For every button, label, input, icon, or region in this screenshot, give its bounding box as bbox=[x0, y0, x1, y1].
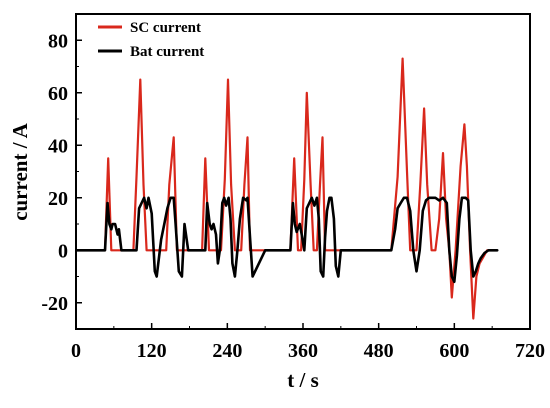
series-line-sc-current bbox=[76, 57, 494, 320]
x-tick-label: 720 bbox=[515, 340, 545, 362]
x-tick-label: 480 bbox=[364, 340, 394, 362]
y-tick-label: 20 bbox=[48, 188, 68, 210]
y-tick-label: 40 bbox=[48, 135, 68, 157]
legend-label: Bat current bbox=[130, 44, 204, 60]
y-tick-label: 0 bbox=[58, 240, 68, 262]
x-tick-label: 120 bbox=[137, 340, 167, 362]
x-tick-label: 360 bbox=[288, 340, 318, 362]
y-axis-title: current / A bbox=[8, 122, 32, 220]
series-layer bbox=[76, 57, 499, 320]
x-tick-label: 240 bbox=[212, 340, 242, 362]
x-tick-label: 600 bbox=[439, 340, 469, 362]
series-line-bat-current bbox=[76, 196, 499, 284]
y-tick-label: 60 bbox=[48, 83, 68, 105]
x-axis-title: t / s bbox=[287, 368, 319, 392]
y-tick-label: 80 bbox=[48, 30, 68, 52]
legend-label: SC current bbox=[130, 20, 201, 36]
ticks-layer: 0 120 240 360 480 600 720 -20 0 20 40 60 80 bbox=[41, 30, 545, 362]
legend: SC current Bat current bbox=[98, 20, 204, 60]
y-tick-label: -20 bbox=[41, 293, 68, 315]
x-tick-label: 0 bbox=[71, 340, 81, 362]
